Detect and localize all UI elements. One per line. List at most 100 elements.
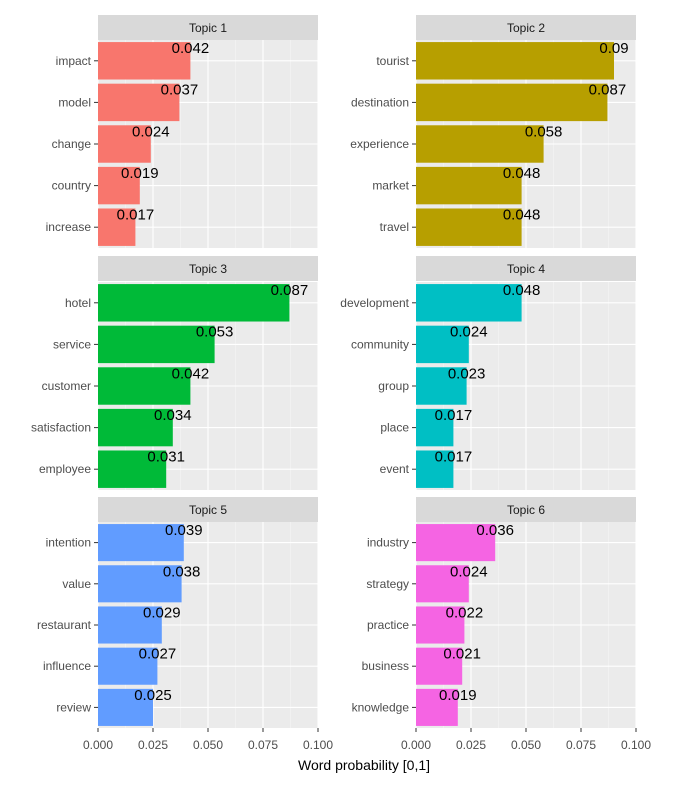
- bar-customer: [98, 367, 191, 405]
- x-tick-label: 0.000: [83, 738, 113, 752]
- facet-topic-5: Topic 5 intention 0.039 value 0.038 restauran…: [37, 497, 333, 752]
- bar-review: [98, 688, 153, 726]
- bar-strategy: [416, 565, 469, 603]
- data-label: 0.027: [139, 646, 177, 663]
- facet-topic-4: Topic 4 development 0.048 community 0.024 gro…: [340, 256, 637, 490]
- bar-service: [98, 325, 215, 364]
- facet-strip: [98, 497, 318, 522]
- data-label: 0.048: [503, 165, 541, 182]
- data-label: 0.048: [503, 282, 541, 299]
- data-label: 0.017: [435, 448, 473, 465]
- facet-strip: [416, 256, 636, 281]
- data-label: 0.087: [589, 82, 627, 99]
- facet-strip: [416, 15, 636, 40]
- data-label: 0.053: [196, 324, 234, 341]
- facet-title: Topic 4: [507, 262, 545, 276]
- category-label: influence: [43, 659, 91, 673]
- facet-title: Topic 3: [189, 262, 227, 276]
- category-label: tourist: [376, 54, 409, 68]
- x-tick-label: 0.050: [511, 738, 541, 752]
- data-label: 0.087: [271, 282, 309, 299]
- data-label: 0.021: [443, 646, 481, 663]
- category-label: industry: [367, 536, 409, 550]
- bar-market: [416, 166, 522, 205]
- bar-influence: [98, 647, 158, 685]
- data-label: 0.036: [476, 522, 514, 539]
- data-label: 0.058: [525, 123, 563, 140]
- facet-title: Topic 2: [507, 21, 545, 35]
- bar-impact: [98, 42, 191, 80]
- category-label: group: [378, 379, 409, 393]
- bar-destination: [416, 83, 608, 122]
- category-label: service: [53, 337, 91, 351]
- x-tick-label: 0.100: [621, 738, 651, 752]
- bar-intention: [98, 524, 184, 562]
- x-tick-label: 0.025: [138, 738, 168, 752]
- bar-group: [416, 367, 467, 405]
- bar-restaurant: [98, 606, 162, 644]
- category-label: community: [351, 337, 409, 351]
- bar-model: [98, 83, 180, 122]
- data-label: 0.017: [435, 407, 473, 424]
- category-label: restaurant: [37, 618, 92, 632]
- data-label: 0.038: [163, 563, 201, 580]
- bar-experience: [416, 125, 544, 163]
- category-label: model: [58, 95, 91, 109]
- category-label: practice: [367, 618, 409, 632]
- category-label: satisfaction: [31, 421, 91, 435]
- data-label: 0.024: [450, 324, 488, 341]
- facet-title: Topic 6: [507, 503, 545, 517]
- category-label: value: [62, 577, 91, 591]
- facet-topic-6: Topic 6 industry 0.036 strategy 0.024 practic…: [352, 497, 651, 752]
- data-label: 0.019: [439, 687, 477, 704]
- category-label: increase: [46, 220, 92, 234]
- x-axis-title: Word probability [0,1]: [298, 757, 430, 773]
- bar-value: [98, 565, 182, 603]
- data-label: 0.034: [154, 407, 192, 424]
- category-label: market: [372, 179, 409, 193]
- x-tick-label: 0.050: [193, 738, 223, 752]
- bar-satisfaction: [98, 408, 173, 447]
- category-label: knowledge: [352, 700, 410, 714]
- facet-topic-2: Topic 2 tourist 0.09 destination 0.087 experi…: [350, 15, 637, 248]
- category-label: strategy: [366, 577, 409, 591]
- data-label: 0.031: [147, 448, 185, 465]
- data-label: 0.042: [172, 365, 210, 382]
- category-label: employee: [39, 462, 91, 476]
- category-label: destination: [351, 95, 409, 109]
- bar-place: [416, 408, 454, 447]
- data-label: 0.023: [448, 365, 486, 382]
- data-label: 0.025: [134, 687, 172, 704]
- data-label: 0.029: [143, 604, 181, 621]
- data-label: 0.037: [161, 82, 199, 99]
- category-label: experience: [350, 137, 409, 151]
- category-label: impact: [56, 54, 92, 68]
- facet-topic-3: Topic 3 hotel 0.087 service 0.053 customer 0.0…: [31, 256, 319, 490]
- facet-topic-1: Topic 1 impact 0.042 model 0.037 change 0.024 c…: [46, 15, 319, 248]
- category-label: business: [362, 659, 409, 673]
- x-tick-label: 0.000: [401, 738, 431, 752]
- category-label: travel: [380, 220, 409, 234]
- bar-change: [98, 125, 151, 163]
- data-label: 0.024: [450, 563, 488, 580]
- bar-country: [98, 166, 140, 205]
- bar-tourist: [416, 42, 614, 80]
- x-tick-label: 0.100: [303, 738, 333, 752]
- category-label: place: [380, 421, 409, 435]
- x-tick-label: 0.025: [456, 738, 486, 752]
- category-label: event: [380, 462, 410, 476]
- data-label: 0.048: [503, 206, 541, 223]
- x-tick-label: 0.075: [566, 738, 596, 752]
- facet-title: Topic 1: [189, 21, 227, 35]
- data-label: 0.019: [121, 165, 159, 182]
- bar-business: [416, 647, 463, 685]
- category-label: review: [56, 700, 91, 714]
- category-label: change: [52, 137, 92, 151]
- bar-community: [416, 325, 469, 364]
- facet-strip: [98, 256, 318, 281]
- bar-development: [416, 284, 522, 322]
- bar-event: [416, 450, 454, 488]
- facet-strip: [98, 15, 318, 40]
- facet-strip: [416, 497, 636, 522]
